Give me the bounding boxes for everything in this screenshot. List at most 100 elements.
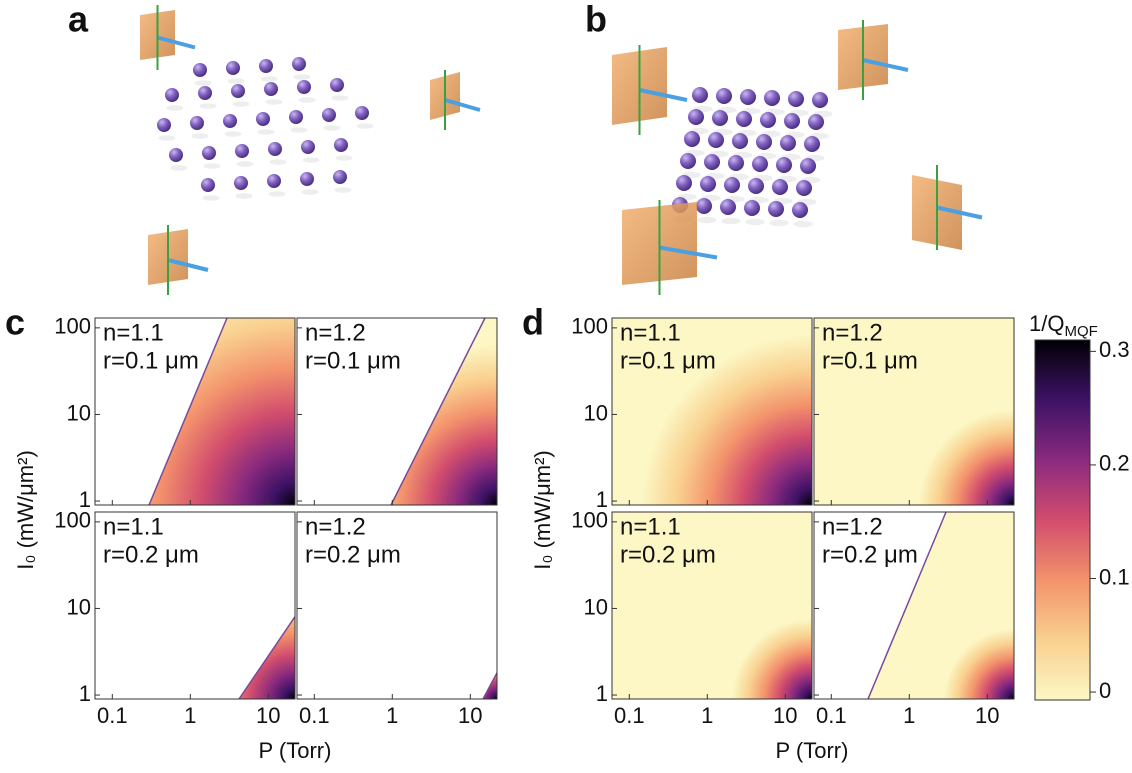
illustration [140, 5, 982, 295]
x-axis-label: P (Torr) [776, 738, 849, 763]
sphere [202, 146, 216, 160]
y-tick-label: 100 [571, 508, 608, 533]
y-tick-label: 1 [79, 681, 91, 706]
shadow [769, 220, 788, 226]
annotation: r=0.2 μm [620, 541, 716, 568]
y-axis-label: I₀ (mW/μm²) [530, 450, 555, 570]
annotation: r=0.2 μm [103, 541, 199, 568]
sphere [704, 154, 720, 170]
annotation: n=1.1 [103, 319, 164, 346]
y-tick-label: 100 [571, 314, 608, 339]
sphere [780, 135, 796, 151]
x-tick-label: 10 [458, 703, 482, 728]
y-tick-label: 10 [584, 400, 608, 425]
shadow [697, 217, 716, 223]
annotation: r=0.1 μm [822, 347, 918, 374]
shadow [195, 80, 212, 86]
sphere [157, 118, 171, 132]
sphere [688, 109, 704, 125]
sphere [748, 178, 764, 194]
panel-label: c [5, 302, 25, 343]
sphere [796, 180, 812, 196]
sphere [333, 170, 347, 184]
annotation: r=0.2 μm [822, 541, 918, 568]
sphere [226, 61, 240, 75]
sphere [792, 202, 808, 218]
sphere [676, 175, 692, 191]
sphere [297, 80, 311, 94]
sphere [752, 156, 768, 172]
annotation: n=1.1 [620, 319, 681, 346]
shadow [269, 191, 286, 197]
sphere [740, 89, 756, 105]
sphere [720, 199, 736, 215]
figure: a b cI₀ (mW/μm²)P (Torr)n=1.1r=0.1 μm110… [0, 0, 1132, 773]
sphere [808, 114, 824, 130]
sphere [812, 92, 828, 108]
sphere [732, 133, 748, 149]
sphere [301, 140, 315, 154]
shadow [721, 218, 740, 224]
sphere [708, 132, 724, 148]
shadow [294, 74, 311, 80]
shadow [261, 76, 278, 82]
y-tick-label: 100 [54, 508, 91, 533]
colorbar-title: 1/QMQF [1029, 311, 1098, 340]
shadow [303, 157, 320, 163]
sphere [198, 86, 212, 100]
sphere [724, 177, 740, 193]
sphere [165, 88, 179, 102]
shadow [204, 163, 221, 169]
sphere [234, 176, 248, 190]
x-axis-label: P (Torr) [259, 738, 332, 763]
shadow [266, 99, 283, 105]
shadow [357, 123, 374, 129]
sphere [700, 176, 716, 192]
sphere [680, 153, 696, 169]
sphere [201, 178, 215, 192]
annotation: n=1.2 [305, 319, 366, 346]
colorbar-tick-label: 0.3 [1099, 337, 1130, 362]
sphere [776, 157, 792, 173]
shadow [336, 155, 353, 161]
annotation: n=1.2 [822, 513, 883, 540]
sphere [268, 142, 282, 156]
shadow [270, 159, 287, 165]
shadow [793, 221, 812, 227]
sphere [355, 106, 369, 120]
shadow [233, 101, 250, 107]
colorbar-tick-label: 0.2 [1099, 451, 1130, 476]
shadow [203, 195, 220, 201]
annotation: r=0.1 μm [103, 347, 199, 374]
x-tick-label: 0.1 [299, 703, 330, 728]
shadow [299, 97, 316, 103]
panel-label: b [585, 0, 607, 40]
sphere [231, 84, 245, 98]
shadow [237, 161, 254, 167]
annotation: n=1.2 [305, 513, 366, 540]
sphere [768, 201, 784, 217]
shadow [159, 135, 176, 141]
sphere [235, 144, 249, 158]
shadow [324, 125, 341, 131]
sphere [330, 78, 344, 92]
y-axis-label: I₀ (mW/μm²) [13, 450, 38, 570]
sphere [259, 59, 273, 73]
colorbar-tick-label: 0 [1099, 678, 1111, 703]
x-tick-label: 0.1 [614, 703, 645, 728]
sphere [760, 112, 776, 128]
shadow [167, 105, 184, 111]
x-tick-label: 0.1 [97, 703, 128, 728]
sphere [788, 91, 804, 107]
sphere [300, 172, 314, 186]
x-tick-label: 10 [975, 703, 999, 728]
sphere [804, 136, 820, 152]
colorbar-title-sub: MQF [1064, 323, 1097, 340]
shadow [258, 129, 275, 135]
sphere [800, 158, 816, 174]
sphere [736, 111, 752, 127]
shadow [302, 189, 319, 195]
colorbar [1035, 340, 1090, 700]
y-tick-label: 10 [584, 594, 608, 619]
shadow [171, 165, 188, 171]
